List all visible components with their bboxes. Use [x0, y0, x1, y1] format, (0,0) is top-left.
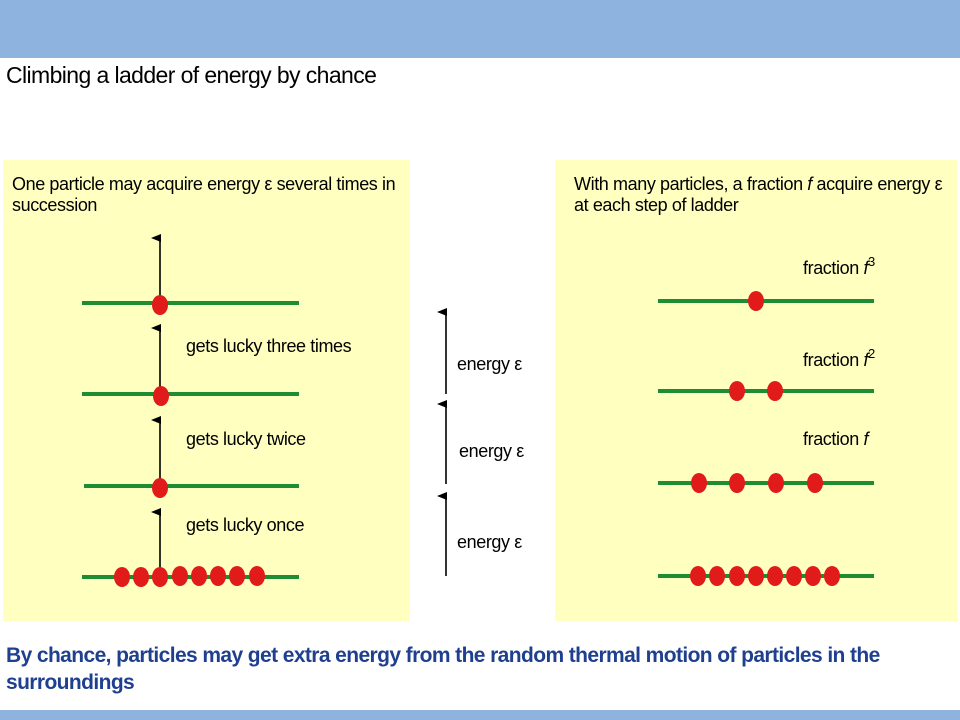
energy-label-bottom: energy ε — [457, 532, 522, 553]
right-particle-level1 — [729, 473, 745, 493]
fraction-symbol: f — [807, 174, 812, 194]
energy-word: energy — [457, 532, 510, 552]
left-particle-ground — [172, 566, 188, 586]
right-particle-level1 — [691, 473, 707, 493]
fraction-word: fraction — [803, 258, 859, 278]
left-text-after: several times in succession — [12, 174, 396, 215]
fraction-base: f — [863, 429, 869, 449]
left-particle-ground — [229, 566, 245, 586]
epsilon-symbol: ε — [264, 174, 272, 194]
right-particle-level1 — [768, 473, 784, 493]
footer-band — [0, 710, 960, 720]
left-panel-description: One particle may acquire energy ε severa… — [12, 174, 408, 216]
fraction-base: f — [863, 258, 869, 278]
right-particle-ground — [748, 566, 764, 586]
left-particle-ground — [210, 566, 226, 586]
energy-word: energy — [457, 354, 510, 374]
energy-label-top: energy ε — [457, 354, 522, 375]
fraction-label-f3: fraction f3 — [803, 254, 875, 279]
left-particle-ground — [114, 567, 130, 587]
right-particle-ground — [805, 566, 821, 586]
fraction-label-f2: fraction f2 — [803, 346, 875, 371]
step-label-three-times: gets lucky three times — [186, 336, 352, 356]
fraction-word: fraction — [803, 350, 859, 370]
slide-caption: By chance, particles may get extra energ… — [6, 644, 880, 694]
epsilon-symbol: ε — [934, 174, 943, 194]
right-particle-ground — [824, 566, 840, 586]
right-particle-ground — [786, 566, 802, 586]
step-label-once: gets lucky once — [186, 515, 305, 535]
right-text-after: at each step of ladder — [574, 195, 739, 215]
fraction-label-f: fraction f — [803, 429, 868, 450]
fraction-exponent: 3 — [868, 254, 875, 269]
fraction-base: f — [863, 350, 869, 370]
epsilon-symbol: ε — [514, 532, 522, 552]
left-particle-ground — [249, 566, 265, 586]
slide-title: Climbing a ladder of energy by chance — [6, 62, 377, 88]
energy-label-middle: energy ε — [459, 441, 524, 462]
epsilon-symbol: ε — [516, 441, 524, 461]
left-particle-ground — [152, 567, 168, 587]
energy-word: energy — [459, 441, 512, 461]
right-text-before: With many particles, a fraction — [574, 174, 808, 194]
right-particle-ground — [729, 566, 745, 586]
right-particle-level2 — [729, 381, 745, 401]
fraction-exponent: 2 — [868, 346, 875, 361]
right-panel-description: With many particles, a fraction f acquir… — [574, 174, 954, 216]
right-particle-ground — [709, 566, 725, 586]
epsilon-symbol: ε — [514, 354, 522, 374]
left-panel — [3, 160, 410, 621]
right-particle-ground — [767, 566, 783, 586]
right-text-middle: acquire energy — [811, 174, 935, 194]
left-particle-top — [152, 295, 168, 315]
left-particle-level2 — [153, 386, 169, 406]
left-text-before: One particle may acquire energy — [12, 174, 265, 194]
step-label-twice: gets lucky twice — [186, 429, 306, 449]
right-particle-level2 — [767, 381, 783, 401]
right-particle-level1 — [807, 473, 823, 493]
left-particle-ground — [133, 567, 149, 587]
left-particle-level1 — [152, 478, 168, 498]
fraction-word: fraction — [803, 429, 859, 449]
left-particle-ground — [191, 566, 207, 586]
right-particle-level3 — [748, 291, 764, 311]
header-band — [0, 0, 960, 58]
right-particle-ground — [690, 566, 706, 586]
